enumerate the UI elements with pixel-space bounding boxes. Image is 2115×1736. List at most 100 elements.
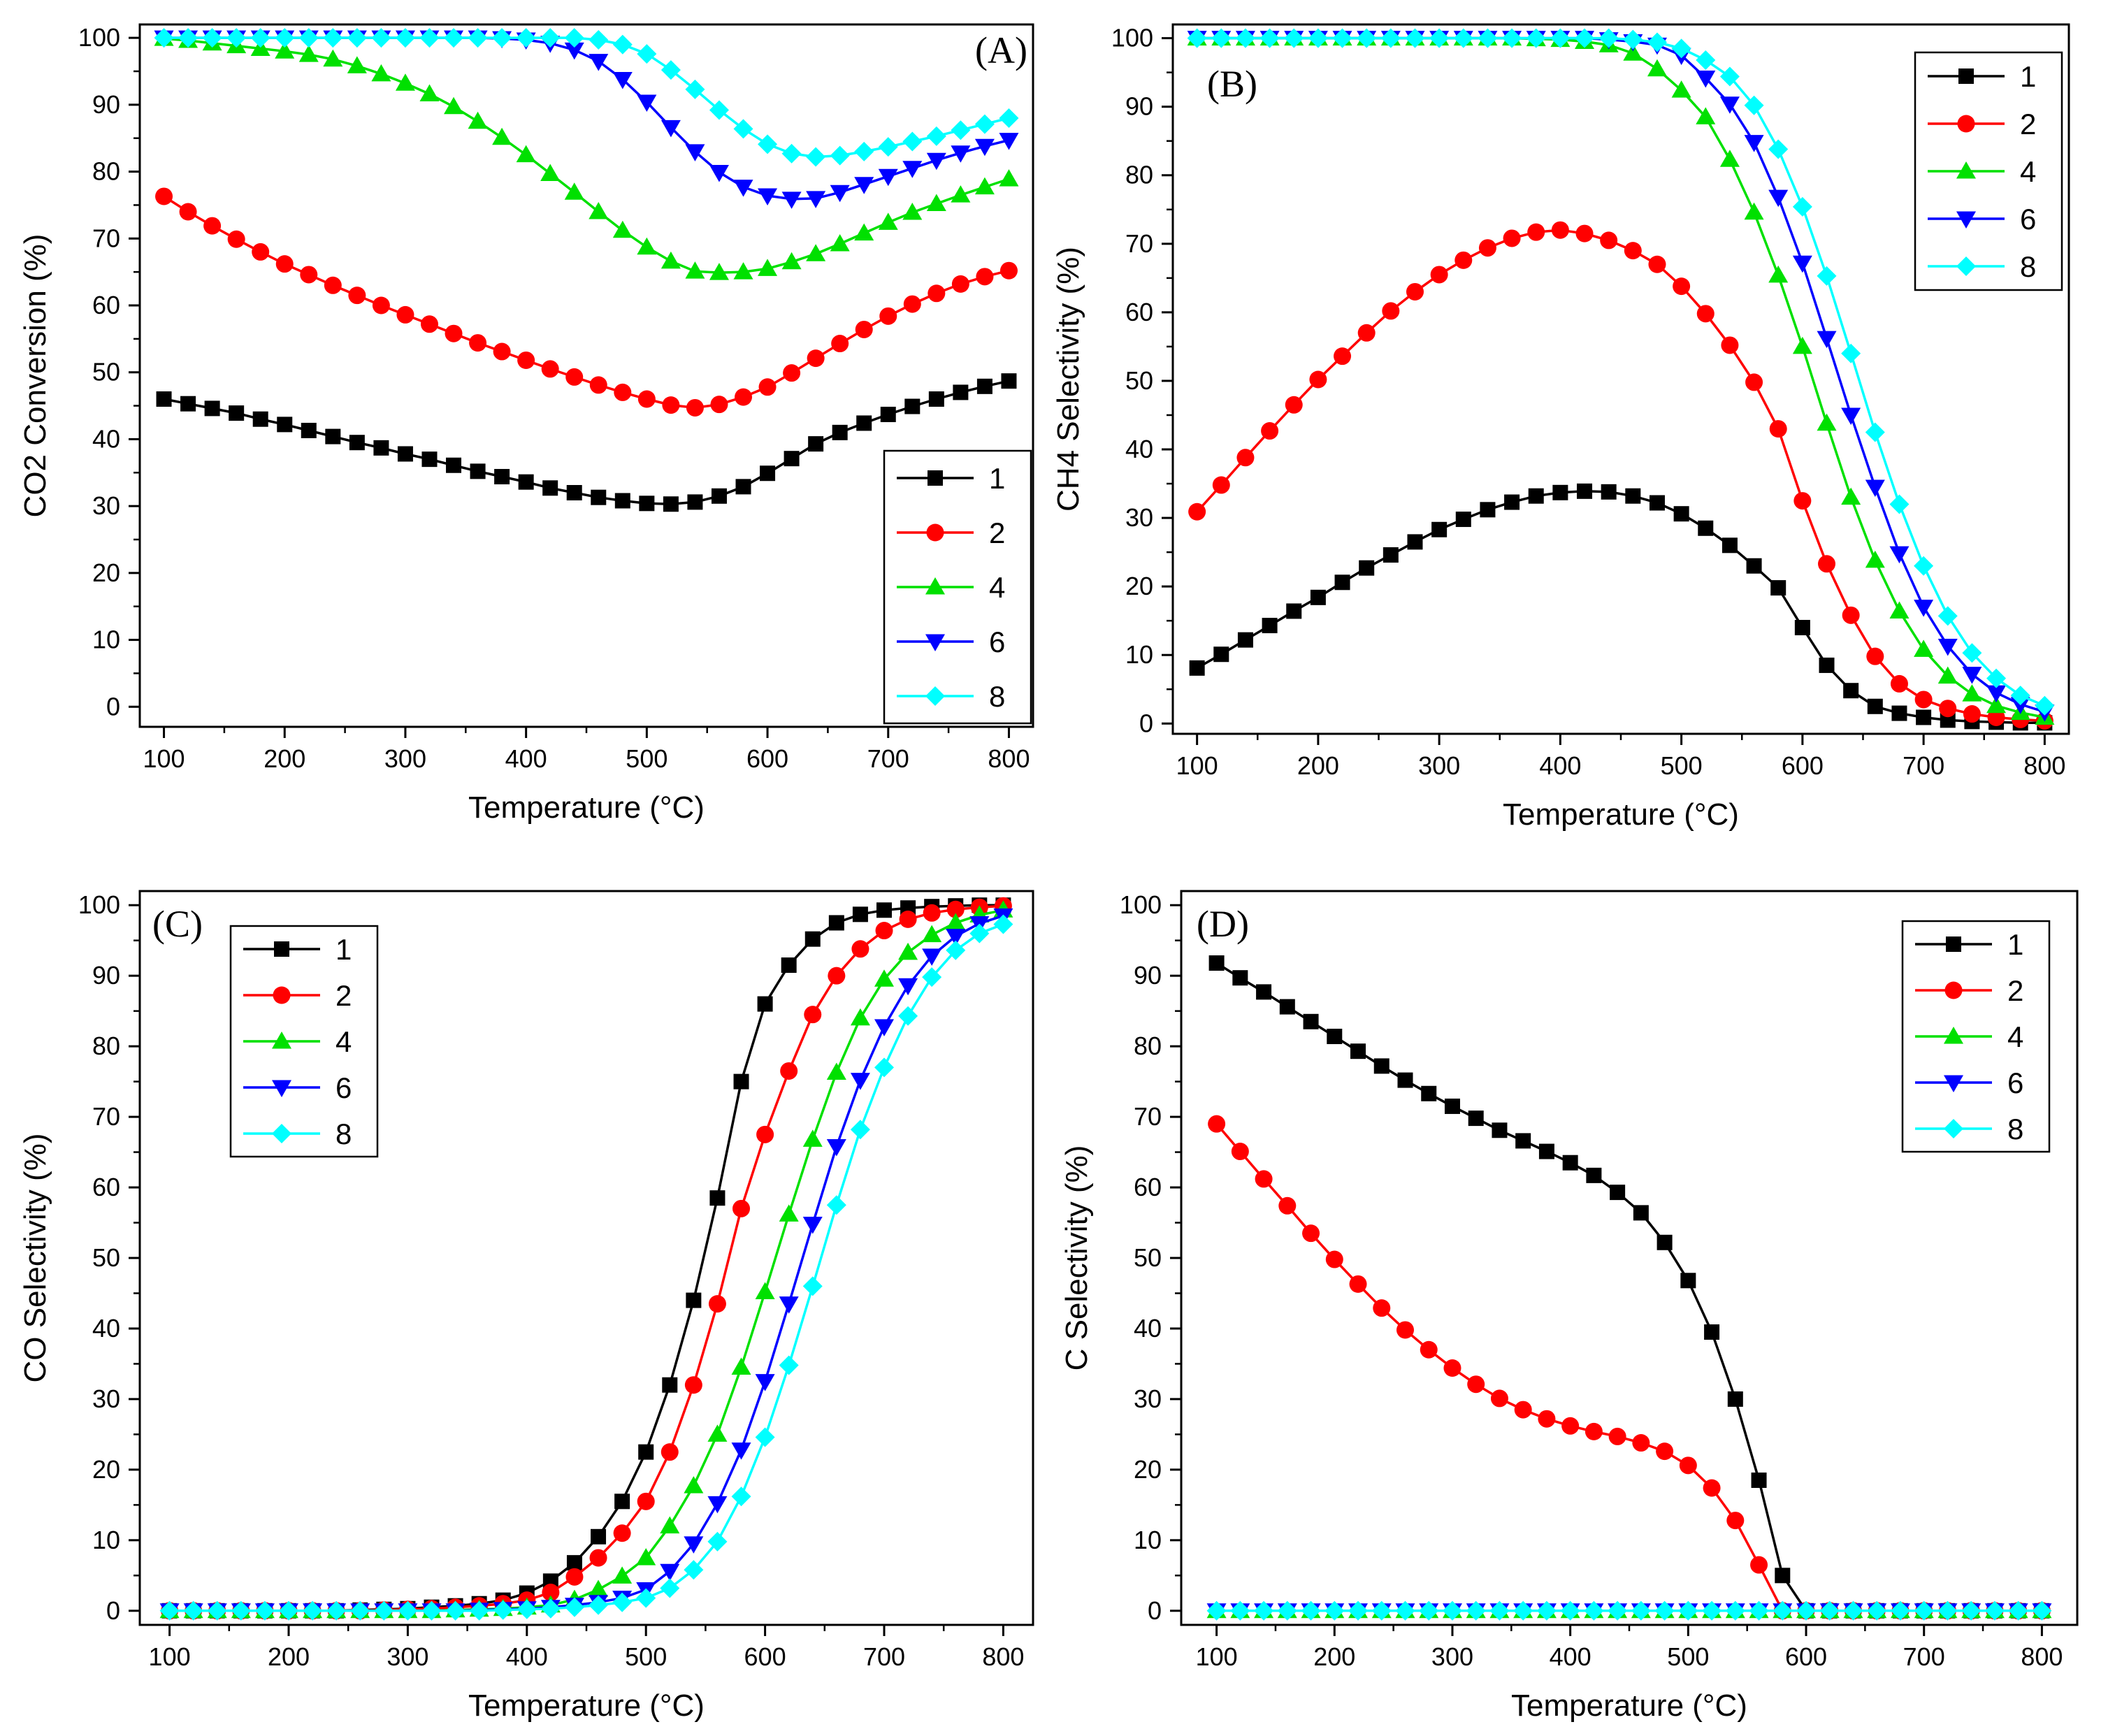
y-tick-label: 70 xyxy=(1125,229,1153,258)
data-marker xyxy=(397,446,413,462)
series-8 xyxy=(1206,1600,2052,1621)
series-4 xyxy=(154,29,1019,280)
data-marker xyxy=(1865,422,1885,442)
data-marker xyxy=(1348,1600,1369,1621)
data-marker xyxy=(876,902,892,918)
legend-label: 1 xyxy=(989,462,1005,495)
data-marker xyxy=(898,978,918,996)
series-2 xyxy=(155,187,1018,417)
data-marker xyxy=(927,284,946,303)
y-tick-label: 0 xyxy=(106,692,120,721)
series-8 xyxy=(159,914,1013,1621)
y-axis: 0 10 20 30 40 50 60 70 80 90 100 xyxy=(1120,890,1181,1625)
data-marker xyxy=(1277,1600,1297,1621)
data-marker xyxy=(784,451,800,467)
data-marker xyxy=(516,28,536,48)
data-marker xyxy=(1984,1600,2005,1621)
data-marker xyxy=(1575,28,1595,48)
x-tick-label: 700 xyxy=(1903,751,1944,780)
data-marker xyxy=(902,131,923,152)
data-marker xyxy=(1478,28,1498,48)
y-tick-label: 30 xyxy=(92,1384,120,1413)
data-marker xyxy=(565,368,584,386)
data-marker xyxy=(922,925,942,943)
legend-item: 6 xyxy=(1928,203,2036,236)
data-marker xyxy=(470,463,486,479)
data-marker xyxy=(1303,1013,1319,1029)
data-marker xyxy=(1865,479,1885,497)
data-marker xyxy=(783,364,801,382)
data-marker xyxy=(1819,1600,1840,1621)
data-marker xyxy=(204,400,220,417)
data-marker xyxy=(444,96,464,115)
data-marker xyxy=(828,915,844,931)
data-marker xyxy=(1443,1359,1461,1377)
x-tick-label: 200 xyxy=(1313,1642,1355,1671)
x-tick-label: 200 xyxy=(1297,751,1339,780)
y-axis: 0 10 20 30 40 50 60 70 80 90 100 xyxy=(1111,24,1173,737)
data-marker xyxy=(298,45,319,62)
data-marker xyxy=(1256,984,1272,1000)
data-marker xyxy=(1961,1600,1982,1621)
data-marker xyxy=(1656,1234,1673,1250)
y-tick-label: 10 xyxy=(1125,640,1153,669)
data-marker xyxy=(757,996,773,1012)
data-marker xyxy=(832,424,848,440)
y-tick-label: 100 xyxy=(78,23,120,52)
data-marker xyxy=(874,1019,894,1036)
legend-item: 6 xyxy=(243,1071,352,1104)
data-marker xyxy=(1794,619,1810,635)
y-tick-label: 80 xyxy=(1134,1032,1162,1060)
y-tick-label: 70 xyxy=(1134,1102,1162,1131)
legend-item: 4 xyxy=(1915,1020,2023,1053)
data-marker xyxy=(1648,255,1666,273)
data-marker xyxy=(446,457,462,473)
data-marker xyxy=(1775,1568,1791,1584)
data-marker xyxy=(1719,150,1740,167)
data-marker xyxy=(1454,251,1473,269)
data-marker xyxy=(684,1476,704,1493)
data-marker xyxy=(1608,1427,1626,1445)
legend-item: 4 xyxy=(897,571,1005,604)
data-marker xyxy=(1958,68,1974,84)
data-marker xyxy=(710,396,728,414)
data-marker xyxy=(203,217,222,235)
data-marker xyxy=(1769,420,1787,438)
data-marker xyxy=(733,119,753,139)
y-tick-label: 100 xyxy=(1111,24,1153,52)
data-marker xyxy=(1704,1324,1720,1340)
data-marker xyxy=(1889,494,1910,514)
x-tick-label: 800 xyxy=(2023,751,2065,780)
legend-item: 1 xyxy=(897,462,1005,495)
data-marker xyxy=(1890,1600,1910,1621)
data-marker xyxy=(373,440,389,456)
data-marker xyxy=(731,1357,751,1375)
data-marker xyxy=(781,143,802,164)
data-marker xyxy=(1334,574,1350,591)
x-tick-label: 600 xyxy=(746,744,788,773)
data-marker xyxy=(589,54,609,71)
data-marker xyxy=(2035,695,2055,716)
data-marker xyxy=(1526,28,1546,48)
data-marker xyxy=(1817,266,1837,286)
data-marker xyxy=(1561,1417,1580,1435)
data-marker xyxy=(709,165,729,182)
y-tick-label: 30 xyxy=(1134,1384,1162,1413)
y-tick-label: 10 xyxy=(92,625,120,654)
x-tick-label: 300 xyxy=(387,1642,428,1671)
data-marker xyxy=(279,1600,298,1621)
legend-label: 6 xyxy=(989,625,1005,658)
data-marker xyxy=(974,177,995,195)
data-marker xyxy=(779,1204,799,1222)
data-marker xyxy=(1673,506,1689,522)
legend-label: 1 xyxy=(2007,928,2023,961)
panel-label: (C) xyxy=(152,903,203,945)
data-marker xyxy=(566,1555,582,1571)
data-marker xyxy=(272,1080,291,1097)
data-marker xyxy=(226,28,247,48)
legend-label: 1 xyxy=(335,933,352,966)
data-marker xyxy=(1444,1098,1460,1114)
data-marker xyxy=(1962,684,1982,702)
data-marker xyxy=(493,342,511,361)
data-marker xyxy=(946,940,966,960)
